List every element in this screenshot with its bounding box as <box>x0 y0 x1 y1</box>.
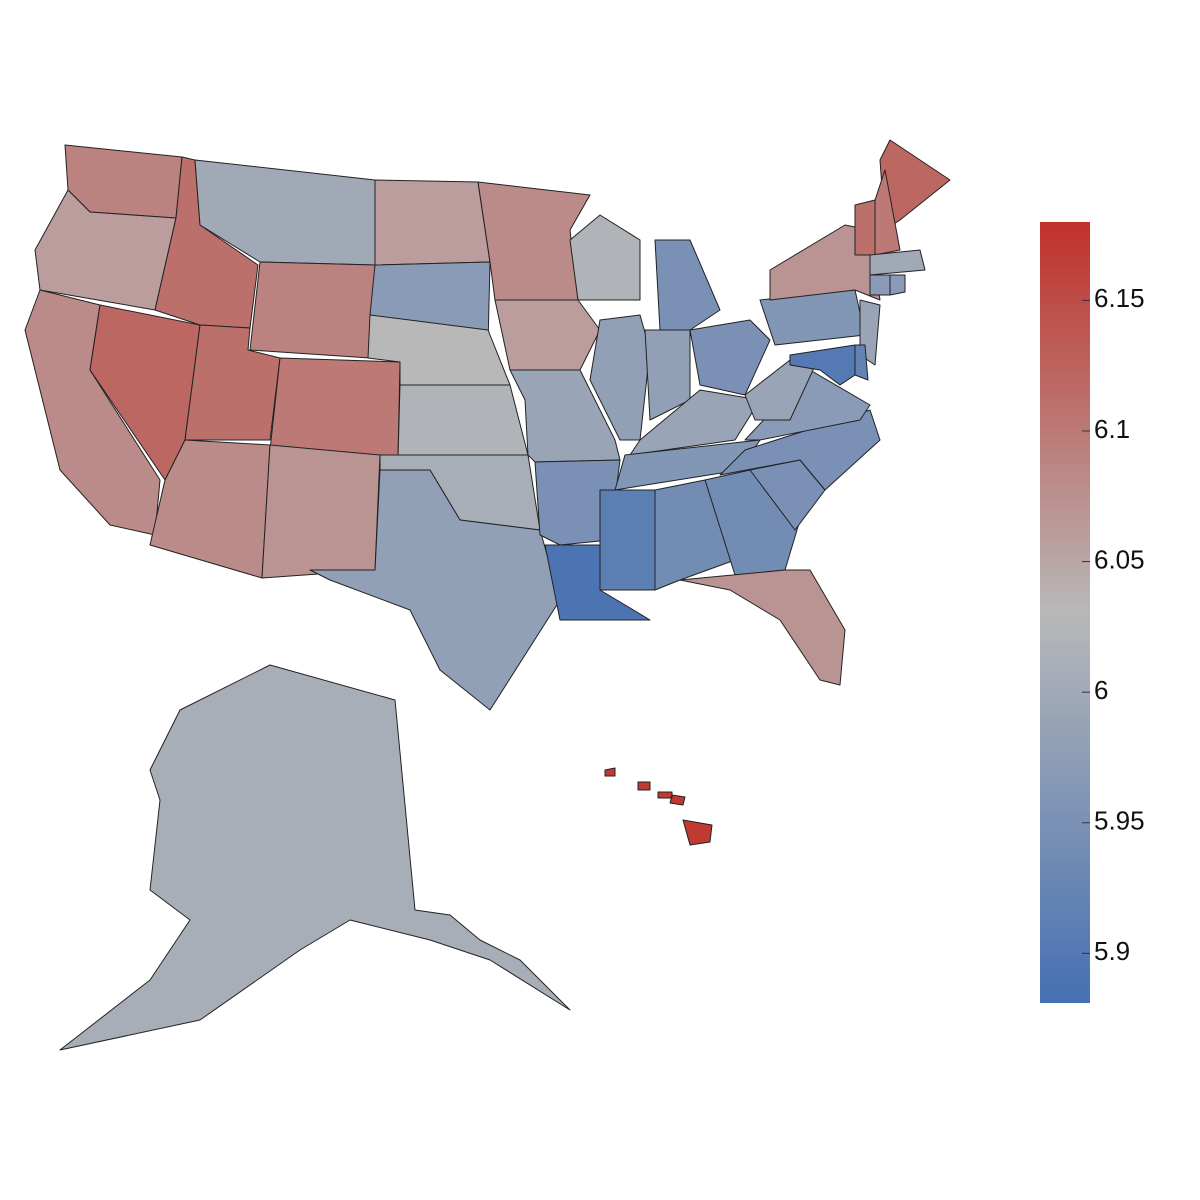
colorbar-tick-label: 6 <box>1094 675 1108 705</box>
state <box>679 569 846 686</box>
state <box>269 357 401 459</box>
state <box>654 239 721 331</box>
state <box>249 261 376 359</box>
colorbar-tick-label: 5.95 <box>1094 806 1145 836</box>
state <box>869 249 926 276</box>
state <box>544 544 651 621</box>
state <box>629 389 761 456</box>
state <box>889 274 906 296</box>
state <box>599 489 656 591</box>
state <box>789 344 856 386</box>
state <box>261 444 381 579</box>
state <box>569 214 641 301</box>
state <box>604 767 713 846</box>
state <box>59 664 571 1051</box>
state <box>854 199 876 256</box>
colorbar-tick-label: 6.05 <box>1094 544 1145 574</box>
state <box>769 224 881 301</box>
states <box>24 139 951 1051</box>
state <box>494 299 601 371</box>
state <box>689 319 771 396</box>
state <box>374 179 491 266</box>
colorbar-tick-label: 6.1 <box>1094 414 1130 444</box>
state <box>534 459 621 546</box>
state <box>874 169 901 256</box>
state <box>397 384 529 459</box>
state <box>149 439 271 579</box>
state <box>309 469 561 711</box>
state <box>744 354 821 421</box>
colorbar-tick-label: 5.9 <box>1094 936 1130 966</box>
state <box>719 409 881 491</box>
colorbar-tick-label: 6.15 <box>1094 283 1145 313</box>
colorbar <box>1040 222 1090 1003</box>
state <box>869 274 891 296</box>
